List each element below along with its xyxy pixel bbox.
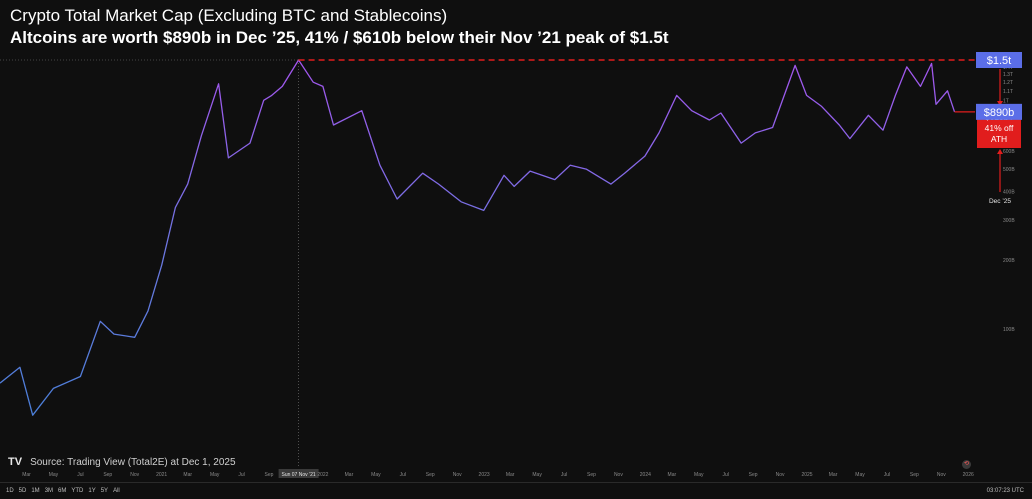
x-tick-label: Jul — [238, 472, 244, 478]
x-tick-label: Jul — [77, 472, 83, 478]
chart-subtitle: Altcoins are worth $890b in Dec ’25, 41%… — [10, 28, 669, 47]
drop-arrowhead-down — [997, 101, 1003, 106]
range-button-1m[interactable]: 1M — [31, 488, 40, 494]
range-selector: 1D 5D 1M 3M 6M YTD 1Y 5Y All — [6, 488, 120, 494]
source-note: TV Source: Trading View (Total2E) at Dec… — [8, 456, 236, 468]
chart-title: Crypto Total Market Cap (Excluding BTC a… — [10, 6, 448, 25]
x-tick-label: Nov — [937, 472, 946, 478]
source-text: Source: Trading View (Total2E) at Dec 1,… — [30, 456, 236, 468]
x-tick-label: Nov — [776, 472, 785, 478]
x-tick-label: Sep — [910, 472, 919, 478]
x-tick-label: Nov — [453, 472, 462, 478]
x-tick-label: May — [694, 472, 704, 478]
x-tick-label: May — [532, 472, 542, 478]
x-tick-label: May — [49, 472, 59, 478]
bottom-divider — [0, 482, 1032, 483]
x-tick-label: May — [855, 472, 865, 478]
x-tick-label: May — [210, 472, 220, 478]
time-display: 03:07:23 UTC — [986, 488, 1024, 494]
y-tick-label: 200B — [1003, 258, 1015, 264]
range-button-5y[interactable]: 5Y — [100, 488, 109, 494]
x-tick-label: 2023 — [479, 472, 490, 478]
y-tick-label: 1T — [1003, 98, 1009, 104]
y-tick-label: 400B — [1003, 189, 1015, 195]
drop-callout-text: ATH — [991, 134, 1007, 144]
x-tick-label: Sep — [749, 472, 758, 478]
drop-callout-text: 41% off — [985, 123, 1014, 133]
range-button-1y[interactable]: 1Y — [88, 488, 96, 494]
x-tick-label: Sep — [426, 472, 435, 478]
x-tick-label: Nov — [614, 472, 623, 478]
x-tick-label: Nov — [130, 472, 139, 478]
x-tick-label: Jul — [400, 472, 406, 478]
peak-price-label: $1.5t — [987, 55, 1011, 67]
x-tick-label: 2024 — [640, 472, 651, 478]
x-tick-label: May — [371, 472, 381, 478]
y-tick-label: 1.2T — [1003, 80, 1013, 86]
reset-chart-button[interactable]: ⟲ — [962, 460, 971, 469]
current-price-box — [976, 103, 1022, 120]
y-tick-label: 600B — [1003, 149, 1015, 155]
range-button-3m[interactable]: 3M — [44, 488, 54, 494]
y-tick-label: 300B — [1003, 218, 1015, 224]
x-tick-label: Mar — [22, 472, 31, 478]
x-tick-label: Mar — [829, 472, 838, 478]
range-button-5d[interactable]: 5D — [18, 488, 27, 494]
x-tick-label: Mar — [345, 472, 354, 478]
x-tick-label: Mar — [506, 472, 515, 478]
current-price-label: $890b — [984, 107, 1015, 119]
x-tick-label: Jul — [723, 472, 729, 478]
range-button-1d[interactable]: 1D — [6, 488, 14, 494]
x-tick-label: Mar — [183, 472, 192, 478]
x-tick-label: Sep — [103, 472, 112, 478]
x-tick-label: 2022 — [317, 472, 328, 478]
x-tick-label: 2021 — [156, 472, 167, 478]
y-tick-label: 1.1T — [1003, 89, 1013, 95]
peak-price-box — [976, 52, 1022, 68]
range-button-ytd[interactable]: YTD — [71, 488, 84, 494]
range-button-all[interactable]: All — [113, 488, 120, 494]
x-tick-label: Jul — [884, 472, 890, 478]
y-tick-label: 500B — [1003, 167, 1015, 173]
x-tick-label: Mar — [668, 472, 677, 478]
x-tick-label: Jul — [561, 472, 567, 478]
price-line — [0, 59, 956, 416]
range-button-6m[interactable]: 6M — [58, 488, 67, 494]
current-date-label: Dec ’25 — [989, 198, 1011, 205]
x-tick-label: 2026 — [963, 472, 974, 478]
x-tick-label: Sep — [265, 472, 274, 478]
crosshair-date-box — [278, 469, 319, 478]
y-tick-label: 100B — [1003, 327, 1015, 333]
crosshair-date-label: Sun 07 Nov ’21 — [281, 472, 315, 478]
x-tick-label: Sep — [587, 472, 596, 478]
drop-arrowhead-up — [997, 149, 1003, 154]
x-tick-label: 2025 — [801, 472, 812, 478]
y-tick-label: 1.3T — [1003, 72, 1013, 78]
tradingview-logo-icon: TV — [8, 456, 23, 468]
